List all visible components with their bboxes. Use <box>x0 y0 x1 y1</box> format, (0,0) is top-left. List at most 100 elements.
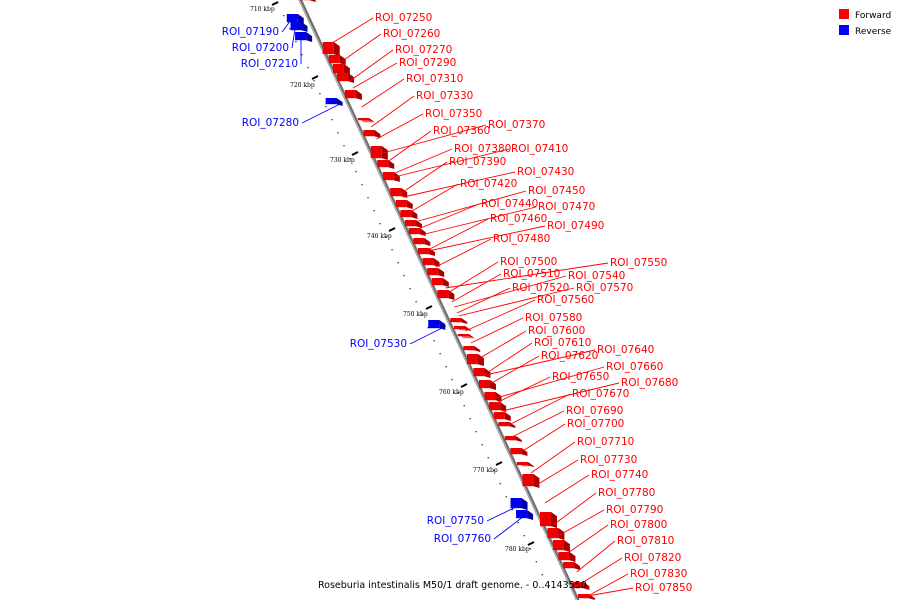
gene-label-connector <box>394 148 510 178</box>
gene-label-connector <box>513 410 565 437</box>
gene-label-connector <box>587 587 634 597</box>
gene-label-connector <box>451 273 502 303</box>
gene-label: ROI_07780 <box>554 487 655 525</box>
gene-label-text: ROI_07190 <box>222 26 279 38</box>
minor-tick <box>307 67 309 69</box>
forward-gene-block <box>463 346 481 352</box>
gene-label: ROI_07640 <box>485 344 654 376</box>
gene-label-text: ROI_07270 <box>395 44 452 56</box>
minor-tick <box>505 496 507 498</box>
gene-label-connector <box>386 130 432 163</box>
forward-gene-block <box>413 238 431 246</box>
scale-tick: 720 kbp <box>290 75 319 89</box>
tick-mark <box>311 75 319 80</box>
tick-layer: 710 kbp 720 kbp 730 kbp 740 kbp 750 kbp 760 k… <box>250 1 549 589</box>
gene-label-text: ROI_07760 <box>434 533 491 545</box>
gene-label: ROI_07660 <box>496 361 663 399</box>
tick-label: 760 kbp <box>439 389 464 396</box>
minor-tick <box>409 288 411 290</box>
gene-label-connector <box>409 325 447 345</box>
reverse-gene-block <box>295 32 313 42</box>
minor-tick <box>343 145 345 147</box>
gene-label-connector <box>291 28 296 49</box>
gene-label-connector <box>536 459 579 486</box>
forward-gene-block <box>563 562 581 570</box>
minor-tick <box>373 210 375 212</box>
gene-label: ROI_07500 <box>447 256 557 294</box>
gene-label-connector <box>340 33 382 63</box>
gene-label-connector <box>454 275 567 308</box>
gene-label: ROI_07530 <box>350 325 447 350</box>
gene-label-connector <box>301 103 341 124</box>
gene-label-connector <box>508 393 571 426</box>
gene-label-connector <box>401 161 448 194</box>
minor-tick <box>517 522 519 524</box>
gene-label-connector <box>370 95 415 128</box>
scale-tick: 730 kbp <box>330 151 359 164</box>
reverse-gene-block <box>325 98 343 106</box>
label-layer: ROI_07190 ROI_07200 ROI_07210 ROI_07280 ROI_… <box>222 12 692 597</box>
gene-label: ROI_07280 <box>242 103 341 129</box>
gene-label: ROI_07410 <box>394 143 568 178</box>
gene-label: ROI_07810 <box>576 535 674 573</box>
reverse-gene-block <box>510 498 528 510</box>
minor-tick <box>367 197 369 199</box>
gene-label-text: ROI_07360 <box>433 125 490 137</box>
minor-tick <box>379 223 381 225</box>
gene-label-text: ROI_07850 <box>635 582 692 594</box>
gene-label-connector <box>403 171 516 198</box>
gene-label-text: ROI_07820 <box>624 552 681 564</box>
forward-gene-block <box>457 334 475 339</box>
gene-label-text: ROI_07540 <box>568 270 625 282</box>
gene-label-text: ROI_07280 <box>242 117 299 129</box>
gene-label-text: ROI_07390 <box>449 156 506 168</box>
gene-label-text: ROI_07700 <box>567 418 624 430</box>
minor-tick <box>523 535 525 537</box>
minor-tick <box>529 548 531 550</box>
gene-label-connector <box>478 330 527 360</box>
gene-label: ROI_07690 <box>513 405 623 437</box>
gene-label: ROI_07440 <box>418 198 538 230</box>
gene-label-connector <box>427 218 489 251</box>
gene-label-text: ROI_07210 <box>241 58 298 70</box>
gene-label-text: ROI_07740 <box>591 469 648 481</box>
gene-label: ROI_07460 <box>427 213 547 251</box>
gene-label: ROI_07850 <box>587 582 692 597</box>
legend: Forward Reverse <box>839 9 892 37</box>
scale-tick: 750 kbp <box>403 305 433 318</box>
tick-mark <box>425 305 433 310</box>
minor-tick <box>403 275 405 277</box>
forward-gene-block <box>332 64 350 75</box>
legend-forward-swatch <box>839 9 849 19</box>
gene-label-connector <box>493 515 525 540</box>
gene-label-connector <box>489 355 540 385</box>
gene-label-text: ROI_07750 <box>427 515 484 527</box>
gene-label-text: ROI_07530 <box>350 338 407 350</box>
forward-gene-block <box>370 146 388 160</box>
forward-gene-block <box>344 90 362 100</box>
gene-label-text: ROI_07830 <box>630 568 687 580</box>
forward-gene-block <box>400 210 418 219</box>
gene-label-text: ROI_07470 <box>538 201 595 213</box>
gene-label-text: ROI_07600 <box>528 325 585 337</box>
minor-tick <box>283 15 285 17</box>
gene-label-connector <box>486 503 523 522</box>
reverse-gene-block <box>290 22 308 32</box>
forward-gene-block <box>552 540 570 552</box>
minor-tick <box>337 132 339 134</box>
gene-label: ROI_07790 <box>559 504 663 536</box>
minor-tick <box>469 418 471 420</box>
gene-label-connector <box>447 261 499 294</box>
minor-tick <box>313 80 315 82</box>
gene-label-text: ROI_07560 <box>537 294 594 306</box>
forward-gene-block <box>377 160 395 169</box>
gene-label: ROI_07330 <box>370 90 473 128</box>
minor-tick <box>457 392 459 394</box>
forward-gene-block <box>395 200 413 209</box>
gene-label-connector <box>349 49 394 82</box>
minor-tick <box>325 106 327 108</box>
gene-label: ROI_07830 <box>587 568 687 597</box>
gene-label-text: ROI_07580 <box>525 312 582 324</box>
gene-label: ROI_07190 <box>222 19 292 38</box>
gene-label: ROI_07390 <box>401 156 506 194</box>
